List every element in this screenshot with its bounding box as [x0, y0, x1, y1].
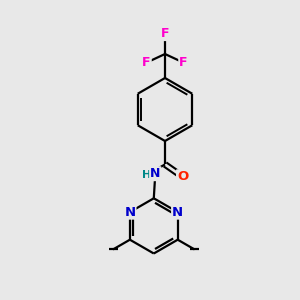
- Text: F: F: [142, 56, 151, 69]
- Text: N: N: [124, 206, 136, 219]
- Text: O: O: [177, 170, 188, 183]
- Text: N: N: [172, 206, 183, 219]
- Text: H: H: [142, 170, 151, 180]
- Text: F: F: [161, 27, 169, 40]
- Text: F: F: [179, 56, 188, 69]
- Text: N: N: [150, 167, 160, 180]
